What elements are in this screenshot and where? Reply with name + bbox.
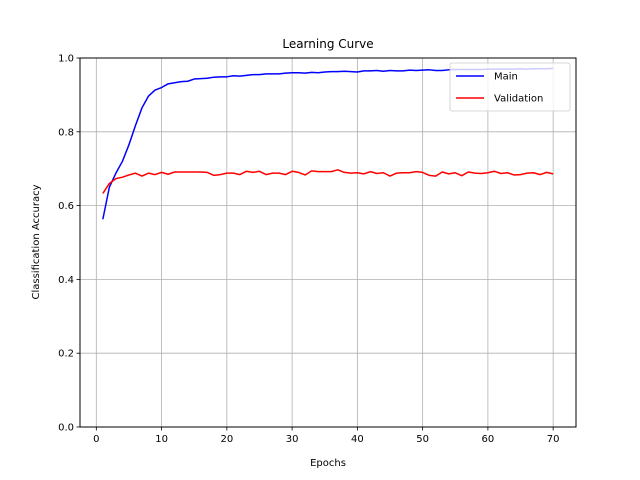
legend-label-validation: Validation (494, 94, 543, 105)
y-tick-label: 0.0 (58, 423, 74, 434)
x-axis-label: Epochs (310, 458, 346, 469)
y-axis-label: Classification Accuracy (31, 184, 42, 299)
series-line-validation (102, 169, 554, 194)
plot-frame (79, 57, 577, 428)
y-tick-label: 1.0 (58, 54, 74, 65)
legend-box (449, 62, 571, 112)
x-tick-label: 20 (220, 434, 233, 445)
y-tick-label: 0.8 (58, 127, 74, 138)
x-axis-ticks: 0 10 20 30 40 50 60 70 (93, 427, 560, 445)
y-tick-label: 0.4 (58, 275, 74, 286)
chart-title: Learning Curve (282, 37, 373, 51)
x-tick-label: 60 (482, 434, 495, 445)
x-tick-label: 70 (547, 434, 560, 445)
x-tick-label: 10 (155, 434, 168, 445)
x-tick-label: 50 (416, 434, 429, 445)
y-tick-label: 0.6 (58, 201, 74, 212)
x-tick-label: 30 (286, 434, 299, 445)
legend: Main Validation (449, 62, 571, 112)
y-axis-ticks: 0.0 0.2 0.4 0.6 0.8 1.0 (58, 54, 80, 434)
legend-label-main: Main (494, 72, 518, 83)
y-tick-label: 0.2 (58, 349, 74, 360)
x-tick-label: 40 (351, 434, 364, 445)
x-tick-label: 0 (93, 434, 99, 445)
